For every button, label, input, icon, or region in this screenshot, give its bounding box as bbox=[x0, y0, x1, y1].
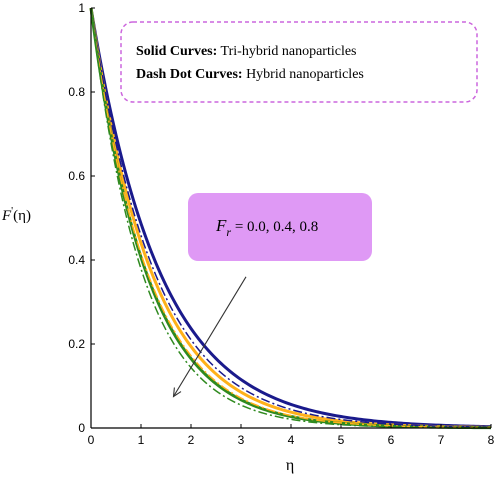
y-tick-label: 0.6 bbox=[68, 169, 85, 183]
x-tick-label: 8 bbox=[488, 433, 495, 447]
x-axis-label: η bbox=[286, 457, 294, 474]
x-tick-label: 7 bbox=[438, 433, 445, 447]
x-tick-label: 0 bbox=[88, 433, 95, 447]
annotation-box bbox=[188, 193, 372, 261]
solid-series-line bbox=[89, 7, 492, 429]
y-tick-label: 1 bbox=[78, 1, 85, 15]
y-axis-label-prime: ' bbox=[11, 205, 13, 217]
x-ticks: 0 1 2 3 4 5 6 7 8 bbox=[88, 424, 495, 447]
annotation-text: Fr = 0.0, 0.4, 0.8 bbox=[215, 216, 318, 239]
legend-box bbox=[120, 21, 478, 103]
annotation-arrowhead bbox=[172, 387, 182, 398]
annotation-sub: r bbox=[226, 225, 231, 239]
legend-solid-text: Tri-hybrid nanoparticles bbox=[217, 44, 356, 59]
dashdot-series-line bbox=[90, 7, 492, 428]
dashdot-series-line bbox=[90, 7, 492, 429]
annotation-arrow bbox=[173, 276, 247, 397]
legend-entry-dashdot: Dash Dot Curves: Hybrid nanoparticles bbox=[136, 67, 364, 82]
y-tick-label: 0.4 bbox=[68, 253, 85, 267]
legend-entry-solid: Solid Curves: Tri-hybrid nanoparticles bbox=[136, 44, 357, 59]
curves-layer bbox=[89, 7, 492, 430]
x-tick-label: 5 bbox=[338, 433, 345, 447]
annotation-values: = 0.0, 0.4, 0.8 bbox=[231, 219, 318, 235]
y-tick-label: 0.2 bbox=[68, 337, 85, 351]
legend: Solid Curves: Tri-hybrid nanoparticles D… bbox=[120, 21, 478, 103]
legend-dashdot-text: Hybrid nanoparticles bbox=[243, 67, 364, 82]
x-tick-label: 6 bbox=[388, 433, 395, 447]
y-tick-label: 0 bbox=[78, 421, 85, 435]
x-tick-label: 2 bbox=[188, 433, 195, 447]
dashdot-series-line bbox=[90, 7, 492, 429]
y-ticks: 0 0.2 0.4 0.6 0.8 1 bbox=[68, 1, 95, 435]
y-axis-label-main: F bbox=[1, 208, 12, 224]
legend-solid-bold: Solid Curves: bbox=[136, 44, 217, 59]
x-tick-label: 1 bbox=[138, 433, 145, 447]
x-tick-label: 4 bbox=[288, 433, 295, 447]
y-axis-label-arg: (η) bbox=[13, 208, 31, 224]
annotation-var: F bbox=[215, 216, 227, 235]
y-tick-label: 0.8 bbox=[68, 85, 85, 99]
y-axis-label: F'(η) bbox=[1, 205, 31, 224]
annotation: Fr = 0.0, 0.4, 0.8 bbox=[172, 193, 372, 398]
legend-dashdot-bold: Dash Dot Curves: bbox=[136, 67, 243, 82]
x-tick-label: 3 bbox=[238, 433, 245, 447]
